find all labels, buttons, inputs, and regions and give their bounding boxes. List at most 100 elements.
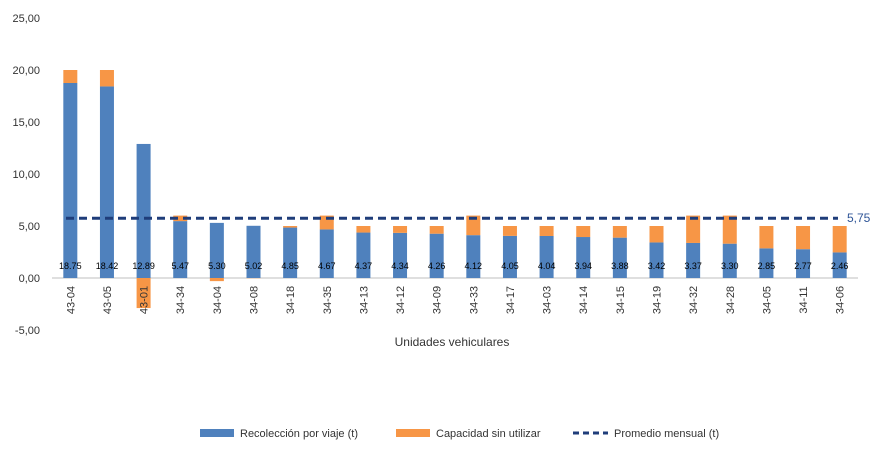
y-tick-label: 10,00	[12, 169, 40, 181]
data-label: 4.34	[391, 261, 409, 271]
data-label: 4.85	[281, 261, 299, 271]
x-tick-label: 34-17	[505, 286, 517, 314]
bar-capacidad	[576, 226, 591, 238]
data-label: 2.85	[758, 261, 776, 271]
bar-recoleccion	[99, 86, 114, 278]
data-label: 4.67	[318, 261, 336, 271]
bar-capacidad	[502, 226, 517, 236]
bar-capacidad	[686, 215, 701, 243]
average-line-group: 5,75	[66, 211, 871, 225]
bars: 18.75 18.42 12.89 5.47 5.30 5.02 4.85 4.67 4.37 4…	[59, 70, 849, 309]
bar-capacidad	[173, 215, 188, 222]
legend-swatch-recoleccion	[200, 429, 234, 437]
data-label: 12.89	[132, 261, 155, 271]
bar-recoleccion	[429, 233, 444, 278]
x-tick-label: 34-11	[798, 286, 810, 313]
bar-capacidad	[393, 226, 408, 233]
x-axis: 43-04 43-05 43-01 34-34 34-04 34-08 34-18 34-35…	[65, 286, 846, 314]
data-label: 3.94	[574, 261, 592, 271]
bar-recoleccion	[393, 232, 408, 278]
bar-capacidad	[612, 226, 627, 238]
bar-capacidad	[832, 226, 847, 253]
data-label: 3.37	[684, 261, 702, 271]
bar-capacidad	[63, 70, 78, 83]
legend-label-recoleccion: Recolección por viaje (t)	[240, 428, 358, 440]
bar-capacidad	[136, 278, 151, 309]
bar-recoleccion	[356, 232, 371, 278]
bar-recoleccion	[832, 252, 847, 278]
bar-recoleccion	[759, 248, 774, 278]
x-tick-label: 43-04	[65, 286, 77, 314]
x-tick-label: 34-33	[468, 286, 480, 314]
data-label: 5.47	[171, 261, 189, 271]
bar-recoleccion	[722, 243, 737, 278]
bar-capacidad	[356, 226, 371, 233]
data-label: 5.02	[245, 261, 263, 271]
bar-capacidad	[283, 226, 298, 228]
data-label: 3.30	[721, 261, 739, 271]
legend-label-capacidad: Capacidad sin utilizar	[436, 428, 541, 440]
x-tick-label: 43-05	[102, 286, 114, 314]
data-label: 18.42	[96, 261, 119, 271]
x-tick-label: 43-01	[139, 286, 151, 314]
x-tick-label: 34-12	[395, 286, 407, 314]
bar-capacidad	[722, 215, 737, 244]
bar-capacidad	[759, 226, 774, 249]
bar-recoleccion	[612, 237, 627, 278]
bar-recoleccion	[649, 242, 664, 278]
x-tick-label: 34-32	[688, 286, 700, 314]
x-tick-label: 34-09	[432, 286, 444, 314]
data-label: 4.05	[501, 261, 519, 271]
x-tick-label: 34-15	[615, 286, 627, 314]
bar-capacidad	[649, 226, 664, 243]
data-label: 18.75	[59, 261, 82, 271]
x-tick-label: 34-06	[835, 286, 847, 314]
data-label: 4.26	[428, 261, 446, 271]
bar-recoleccion	[319, 229, 334, 278]
x-tick-label: 34-28	[725, 286, 737, 314]
data-label: 2.77	[794, 261, 812, 271]
data-label: 2.46	[831, 261, 849, 271]
bar-recoleccion	[246, 225, 261, 278]
x-tick-label: 34-18	[285, 286, 297, 314]
bar-capacidad	[796, 226, 811, 250]
legend-label-promedio: Promedio mensual (t)	[614, 428, 719, 440]
data-label: 3.88	[611, 261, 629, 271]
y-tick-label: 25,00	[12, 13, 40, 25]
bar-recoleccion	[686, 242, 701, 278]
bar-recoleccion	[539, 235, 554, 278]
bar-recoleccion	[63, 83, 78, 278]
y-tick-label: 15,00	[12, 117, 40, 129]
bar-recoleccion	[502, 235, 517, 278]
bar-capacidad	[99, 70, 114, 87]
legend: Recolección por viaje (t) Capacidad sin …	[200, 428, 719, 440]
x-tick-label: 34-13	[358, 286, 370, 314]
x-tick-label: 34-34	[175, 286, 187, 314]
x-tick-label: 34-35	[322, 286, 334, 314]
data-label: 5.30	[208, 261, 226, 271]
bar-recoleccion	[136, 143, 151, 278]
bar-recoleccion	[466, 235, 481, 278]
x-tick-label: 34-14	[578, 286, 590, 314]
data-label: 3.42	[648, 261, 666, 271]
bar-capacidad	[539, 226, 554, 236]
y-tick-label: 20,00	[12, 65, 40, 77]
average-value-label: 5,75	[847, 211, 871, 225]
bar-recoleccion	[173, 221, 188, 278]
y-tick-label: -5,00	[15, 325, 40, 337]
bar-recoleccion	[209, 222, 224, 278]
bar-capacidad	[429, 226, 444, 234]
data-label: 4.12	[465, 261, 483, 271]
data-label: 4.04	[538, 261, 556, 271]
x-axis-title: Unidades vehiculares	[395, 335, 510, 349]
bar-recoleccion	[283, 227, 298, 278]
bar-recoleccion	[796, 249, 811, 278]
legend-swatch-capacidad	[396, 429, 430, 437]
data-label: 4.37	[355, 261, 373, 271]
x-tick-label: 34-08	[249, 286, 261, 314]
x-tick-label: 34-05	[761, 286, 773, 314]
x-tick-label: 34-04	[212, 286, 224, 314]
y-tick-label: 5,00	[19, 221, 40, 233]
bar-capacidad	[466, 215, 481, 236]
